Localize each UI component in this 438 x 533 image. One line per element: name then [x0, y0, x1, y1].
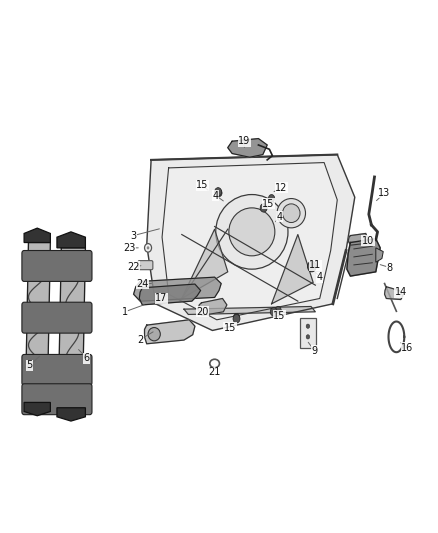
FancyBboxPatch shape [22, 302, 92, 333]
Text: 15: 15 [196, 181, 208, 190]
Text: 14: 14 [395, 287, 407, 297]
Ellipse shape [283, 204, 300, 223]
Text: 6: 6 [84, 353, 90, 363]
Text: 22: 22 [127, 262, 140, 271]
Circle shape [306, 324, 310, 328]
Polygon shape [198, 298, 227, 316]
Text: 19: 19 [238, 136, 251, 146]
Text: 15: 15 [273, 311, 286, 320]
Polygon shape [162, 163, 337, 320]
FancyBboxPatch shape [22, 251, 92, 281]
Circle shape [215, 188, 222, 196]
Circle shape [145, 244, 152, 252]
Polygon shape [376, 248, 383, 262]
Text: 11: 11 [309, 261, 321, 270]
Text: 1: 1 [122, 307, 128, 317]
Text: 3: 3 [131, 231, 137, 240]
Polygon shape [57, 232, 85, 248]
Polygon shape [385, 287, 403, 300]
Circle shape [275, 306, 281, 314]
Text: 4: 4 [213, 191, 219, 200]
Polygon shape [25, 243, 50, 402]
Polygon shape [348, 233, 368, 245]
Polygon shape [24, 402, 50, 416]
Circle shape [306, 335, 310, 339]
Text: 24: 24 [136, 279, 148, 288]
Text: 2: 2 [137, 335, 143, 344]
FancyBboxPatch shape [138, 261, 153, 270]
Text: 17: 17 [155, 294, 167, 303]
Polygon shape [58, 248, 85, 408]
FancyBboxPatch shape [300, 318, 316, 348]
Polygon shape [147, 155, 355, 330]
Circle shape [270, 308, 277, 316]
Polygon shape [347, 239, 380, 276]
Polygon shape [134, 277, 221, 301]
Text: 16: 16 [401, 343, 413, 352]
FancyBboxPatch shape [22, 354, 92, 385]
Text: 13: 13 [378, 188, 391, 198]
Text: 4: 4 [276, 212, 283, 222]
Ellipse shape [229, 208, 275, 256]
Text: 21: 21 [208, 367, 221, 377]
Polygon shape [228, 139, 267, 157]
Polygon shape [182, 229, 228, 298]
Text: 8: 8 [387, 263, 393, 272]
Text: 12: 12 [276, 183, 288, 192]
Ellipse shape [277, 198, 306, 228]
Text: 20: 20 [196, 307, 208, 317]
Polygon shape [145, 320, 195, 344]
Circle shape [216, 189, 222, 197]
Text: 15: 15 [262, 199, 275, 208]
Ellipse shape [148, 327, 160, 341]
Circle shape [260, 204, 267, 212]
Text: 9: 9 [311, 346, 318, 356]
Polygon shape [184, 306, 315, 314]
Circle shape [307, 261, 316, 272]
Text: 15: 15 [224, 323, 236, 333]
Polygon shape [57, 408, 85, 421]
Text: 4: 4 [317, 272, 323, 282]
Circle shape [268, 195, 275, 202]
Circle shape [233, 313, 240, 321]
Polygon shape [272, 235, 313, 304]
Circle shape [147, 246, 149, 249]
Text: 5: 5 [27, 360, 33, 370]
Text: 23: 23 [123, 243, 135, 253]
FancyBboxPatch shape [22, 384, 92, 415]
Text: 10: 10 [362, 236, 374, 246]
Ellipse shape [215, 195, 288, 269]
Circle shape [233, 314, 240, 323]
Polygon shape [139, 284, 201, 305]
Polygon shape [24, 228, 50, 243]
